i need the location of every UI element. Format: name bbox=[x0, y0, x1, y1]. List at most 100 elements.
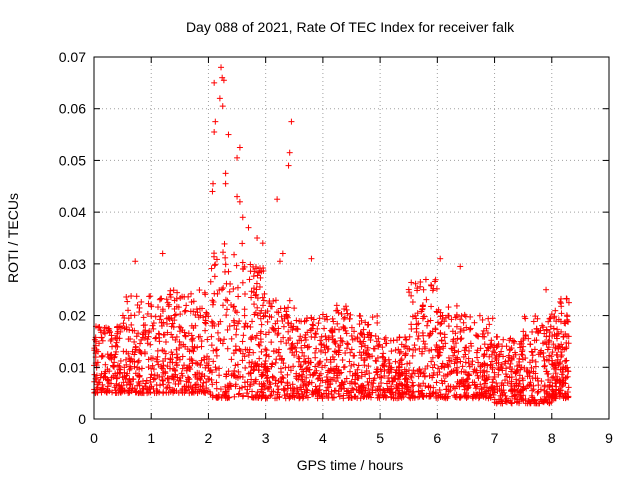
data-point bbox=[475, 395, 482, 402]
data-point bbox=[111, 353, 118, 360]
data-point bbox=[436, 344, 443, 351]
data-point bbox=[288, 118, 295, 125]
data-point bbox=[316, 382, 323, 389]
data-point bbox=[226, 288, 233, 295]
data-point bbox=[318, 333, 325, 340]
data-point bbox=[451, 349, 458, 356]
data-point bbox=[268, 363, 275, 370]
data-point bbox=[409, 394, 416, 401]
data-point bbox=[508, 356, 515, 363]
data-point bbox=[352, 393, 359, 400]
data-point bbox=[102, 330, 109, 337]
data-point bbox=[435, 353, 442, 360]
data-point bbox=[220, 302, 227, 309]
data-point bbox=[337, 382, 344, 389]
data-point bbox=[105, 377, 112, 384]
data-point bbox=[178, 370, 185, 377]
data-point bbox=[450, 352, 457, 359]
data-point bbox=[473, 332, 480, 339]
data-point bbox=[316, 372, 323, 379]
data-point bbox=[230, 370, 237, 377]
data-point bbox=[279, 250, 286, 257]
data-point bbox=[546, 400, 553, 407]
data-point bbox=[428, 358, 435, 365]
data-point bbox=[483, 325, 490, 332]
data-point bbox=[183, 302, 190, 309]
data-point bbox=[176, 338, 183, 345]
data-point bbox=[101, 325, 108, 332]
plot-frame bbox=[93, 56, 610, 420]
data-point bbox=[241, 306, 248, 313]
data-point bbox=[387, 337, 394, 344]
data-point bbox=[486, 321, 493, 328]
data-point bbox=[457, 316, 464, 323]
data-point bbox=[212, 364, 219, 371]
data-point bbox=[102, 361, 109, 368]
data-point bbox=[239, 240, 246, 247]
data-point bbox=[274, 389, 281, 396]
data-point bbox=[285, 336, 292, 343]
data-point bbox=[343, 375, 350, 382]
data-point bbox=[538, 398, 545, 405]
data-point bbox=[262, 358, 269, 365]
data-point bbox=[156, 296, 163, 303]
data-point bbox=[239, 338, 246, 345]
data-point bbox=[543, 327, 550, 334]
data-point bbox=[447, 383, 454, 390]
data-point bbox=[493, 353, 500, 360]
data-point bbox=[120, 379, 127, 386]
data-point bbox=[125, 390, 132, 397]
data-point bbox=[510, 340, 517, 347]
data-point bbox=[529, 328, 536, 335]
data-point bbox=[484, 329, 491, 336]
data-point bbox=[365, 363, 372, 370]
data-point bbox=[262, 331, 269, 338]
data-point bbox=[398, 356, 405, 363]
data-point bbox=[386, 360, 393, 367]
data-point bbox=[479, 316, 486, 323]
data-point bbox=[284, 380, 291, 387]
data-point bbox=[545, 371, 552, 378]
data-point bbox=[173, 362, 180, 369]
data-point bbox=[241, 323, 248, 330]
data-point bbox=[222, 254, 229, 261]
data-point bbox=[432, 325, 439, 332]
data-point bbox=[445, 323, 452, 330]
data-point bbox=[453, 311, 460, 318]
data-point bbox=[496, 396, 503, 403]
data-point bbox=[141, 335, 148, 342]
data-point bbox=[318, 341, 325, 348]
data-point bbox=[323, 393, 330, 400]
data-point bbox=[222, 383, 229, 390]
data-point bbox=[348, 324, 355, 331]
data-point bbox=[321, 344, 328, 351]
data-point bbox=[284, 313, 291, 320]
data-point bbox=[111, 384, 118, 391]
data-point bbox=[206, 375, 213, 382]
data-point bbox=[189, 337, 196, 344]
data-point bbox=[209, 319, 216, 326]
data-point bbox=[488, 341, 495, 348]
data-point bbox=[209, 301, 216, 308]
data-point bbox=[381, 336, 388, 343]
data-point bbox=[234, 320, 241, 327]
data-point bbox=[485, 315, 492, 322]
data-point bbox=[297, 333, 304, 340]
data-point bbox=[234, 193, 241, 200]
data-point bbox=[157, 295, 164, 302]
data-point bbox=[534, 315, 541, 322]
data-point bbox=[556, 343, 563, 350]
data-point bbox=[256, 283, 263, 290]
data-point bbox=[498, 348, 505, 355]
data-point bbox=[373, 369, 380, 376]
data-point bbox=[562, 364, 569, 371]
data-point bbox=[225, 131, 232, 138]
data-point bbox=[527, 341, 534, 348]
data-point bbox=[558, 349, 565, 356]
data-point bbox=[540, 324, 547, 331]
data-point bbox=[524, 367, 531, 374]
data-point bbox=[250, 273, 257, 280]
data-point bbox=[415, 388, 422, 395]
data-point bbox=[406, 360, 413, 367]
